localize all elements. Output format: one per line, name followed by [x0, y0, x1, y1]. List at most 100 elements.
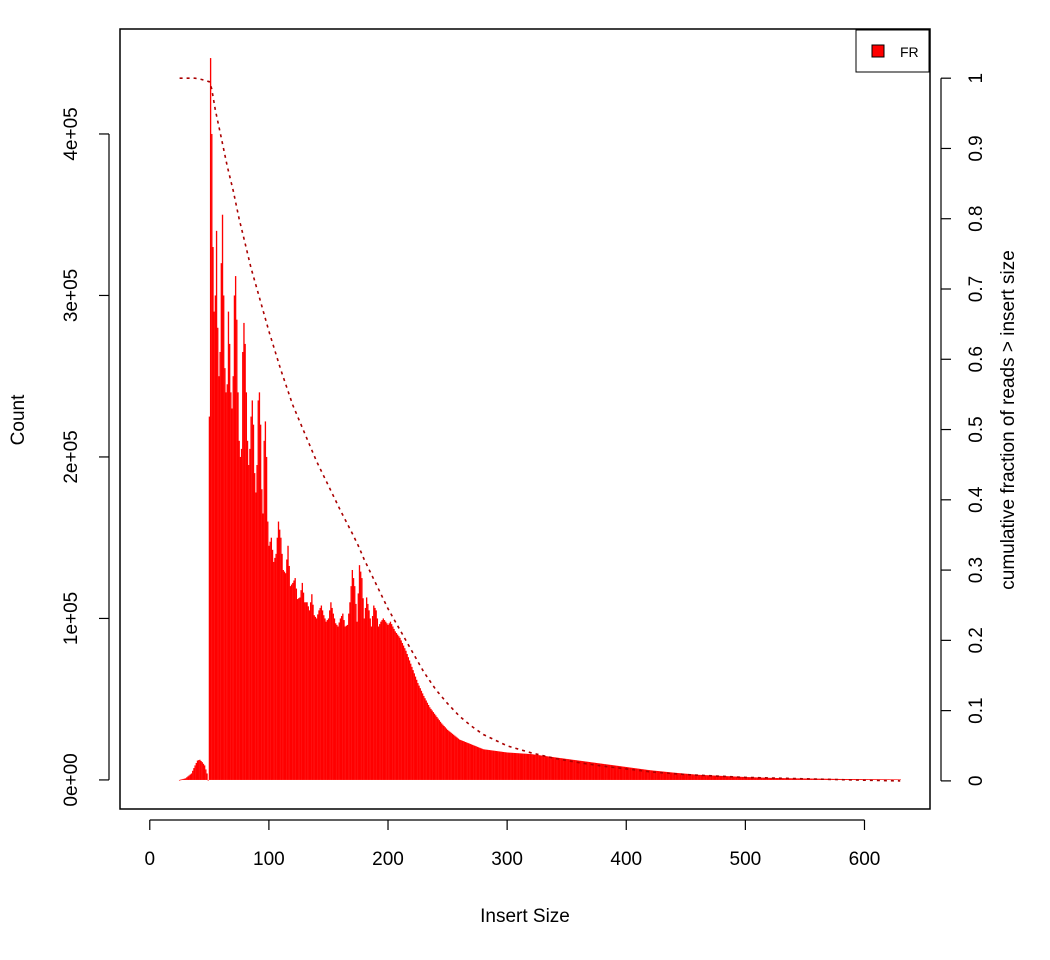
histogram-bar — [853, 779, 855, 780]
histogram-bar — [451, 733, 454, 780]
histogram-bar — [377, 626, 380, 780]
histogram-bar — [477, 747, 480, 780]
histogram-bar — [854, 779, 856, 780]
histogram-bar — [762, 777, 764, 780]
histogram-bar — [483, 749, 486, 780]
histogram-bar — [766, 777, 768, 780]
histogram-bar — [264, 421, 267, 780]
histogram-bar — [460, 740, 462, 780]
histogram-bar — [707, 775, 710, 780]
histogram-bar — [390, 624, 393, 780]
histogram-bar — [587, 761, 589, 780]
histogram-bar — [894, 779, 897, 780]
histogram-bar — [734, 776, 736, 780]
histogram-bar — [604, 764, 606, 780]
histogram-bar — [631, 767, 633, 780]
histogram-bar — [719, 775, 722, 780]
histogram-bar — [405, 650, 407, 780]
histogram-bar — [406, 653, 408, 780]
histogram-bar — [418, 685, 420, 780]
histogram-bar — [673, 772, 675, 780]
histogram-bar — [594, 762, 597, 780]
histogram-bar — [697, 774, 699, 780]
histogram-bar — [879, 779, 881, 780]
plot-frame — [119, 28, 931, 810]
histogram-bar — [352, 578, 355, 780]
histogram-bar — [411, 666, 413, 780]
histogram-bar — [275, 553, 277, 780]
histogram-bar — [355, 603, 357, 780]
histogram-bar — [882, 779, 885, 780]
histogram-bar — [223, 295, 225, 780]
histogram-bar — [238, 440, 240, 780]
histogram-bar — [246, 440, 249, 780]
histogram-bar — [686, 773, 688, 780]
histogram-bar — [558, 757, 561, 780]
x-axis: 0 100 200 300 400 500 600 — [144, 819, 880, 870]
histogram-bar — [763, 777, 766, 780]
histogram-bar — [866, 779, 868, 780]
histogram-bar — [421, 693, 424, 780]
histogram-bar — [893, 779, 896, 780]
histogram-bar — [315, 618, 318, 780]
histogram-bar — [279, 529, 281, 780]
histogram-bar — [456, 737, 458, 780]
histogram-bar — [399, 637, 401, 780]
histogram-bar — [433, 713, 436, 780]
histogram-bar — [443, 725, 445, 780]
histogram-bar — [345, 625, 348, 780]
histogram-bar — [281, 553, 283, 780]
cumulative-line — [179, 77, 901, 782]
histogram-bar — [200, 760, 202, 780]
histogram-bar — [234, 276, 237, 780]
histogram-bar — [462, 741, 464, 780]
histogram-bar — [339, 618, 342, 780]
y2-tick-label: 0.1 — [966, 697, 987, 723]
histogram-bar — [313, 615, 315, 780]
histogram-bar — [583, 761, 586, 780]
histogram-bar — [213, 311, 215, 780]
histogram-bar — [190, 773, 193, 780]
histogram-bar — [262, 513, 264, 780]
histogram-bar — [306, 602, 308, 780]
histogram-bar — [365, 597, 368, 780]
histogram-bar — [748, 777, 750, 780]
histogram-bar — [294, 578, 296, 780]
histogram-bar — [550, 756, 552, 780]
histogram-bar — [788, 778, 791, 780]
histogram-bar — [837, 778, 840, 780]
histogram-bar — [633, 768, 636, 780]
histogram-bar — [270, 537, 273, 780]
histogram-bar — [437, 718, 439, 780]
histogram-bar — [419, 688, 421, 780]
histogram-bar — [607, 764, 610, 780]
histogram-bar — [718, 775, 720, 780]
histogram-bar — [410, 663, 412, 780]
histogram-bar — [812, 778, 815, 780]
histogram-bar — [575, 760, 577, 780]
histogram-bar — [757, 777, 760, 780]
histogram-bar — [660, 771, 662, 780]
histogram-bar — [511, 752, 513, 780]
histogram-bar — [430, 708, 432, 780]
histogram-bar — [231, 408, 233, 780]
histogram-bar — [201, 762, 203, 780]
histogram-bar — [562, 758, 564, 780]
histogram-bar — [208, 416, 211, 780]
histogram-bar — [776, 778, 779, 780]
histogram-bar — [825, 778, 828, 780]
histogram-bar — [520, 753, 523, 780]
histogram-bar — [689, 774, 692, 780]
histogram-bar — [499, 751, 501, 780]
histogram-bar — [891, 779, 893, 780]
histogram-bar — [512, 752, 514, 780]
histogram-bar — [304, 602, 306, 780]
histogram-bar — [636, 768, 638, 780]
histogram-bar — [805, 778, 807, 780]
histogram-bar — [593, 762, 595, 780]
histogram-bar — [738, 776, 741, 780]
histogram-bar — [343, 620, 345, 780]
histogram-bar — [623, 766, 625, 780]
histogram-bar — [338, 622, 340, 780]
histogram-bar — [713, 775, 716, 780]
